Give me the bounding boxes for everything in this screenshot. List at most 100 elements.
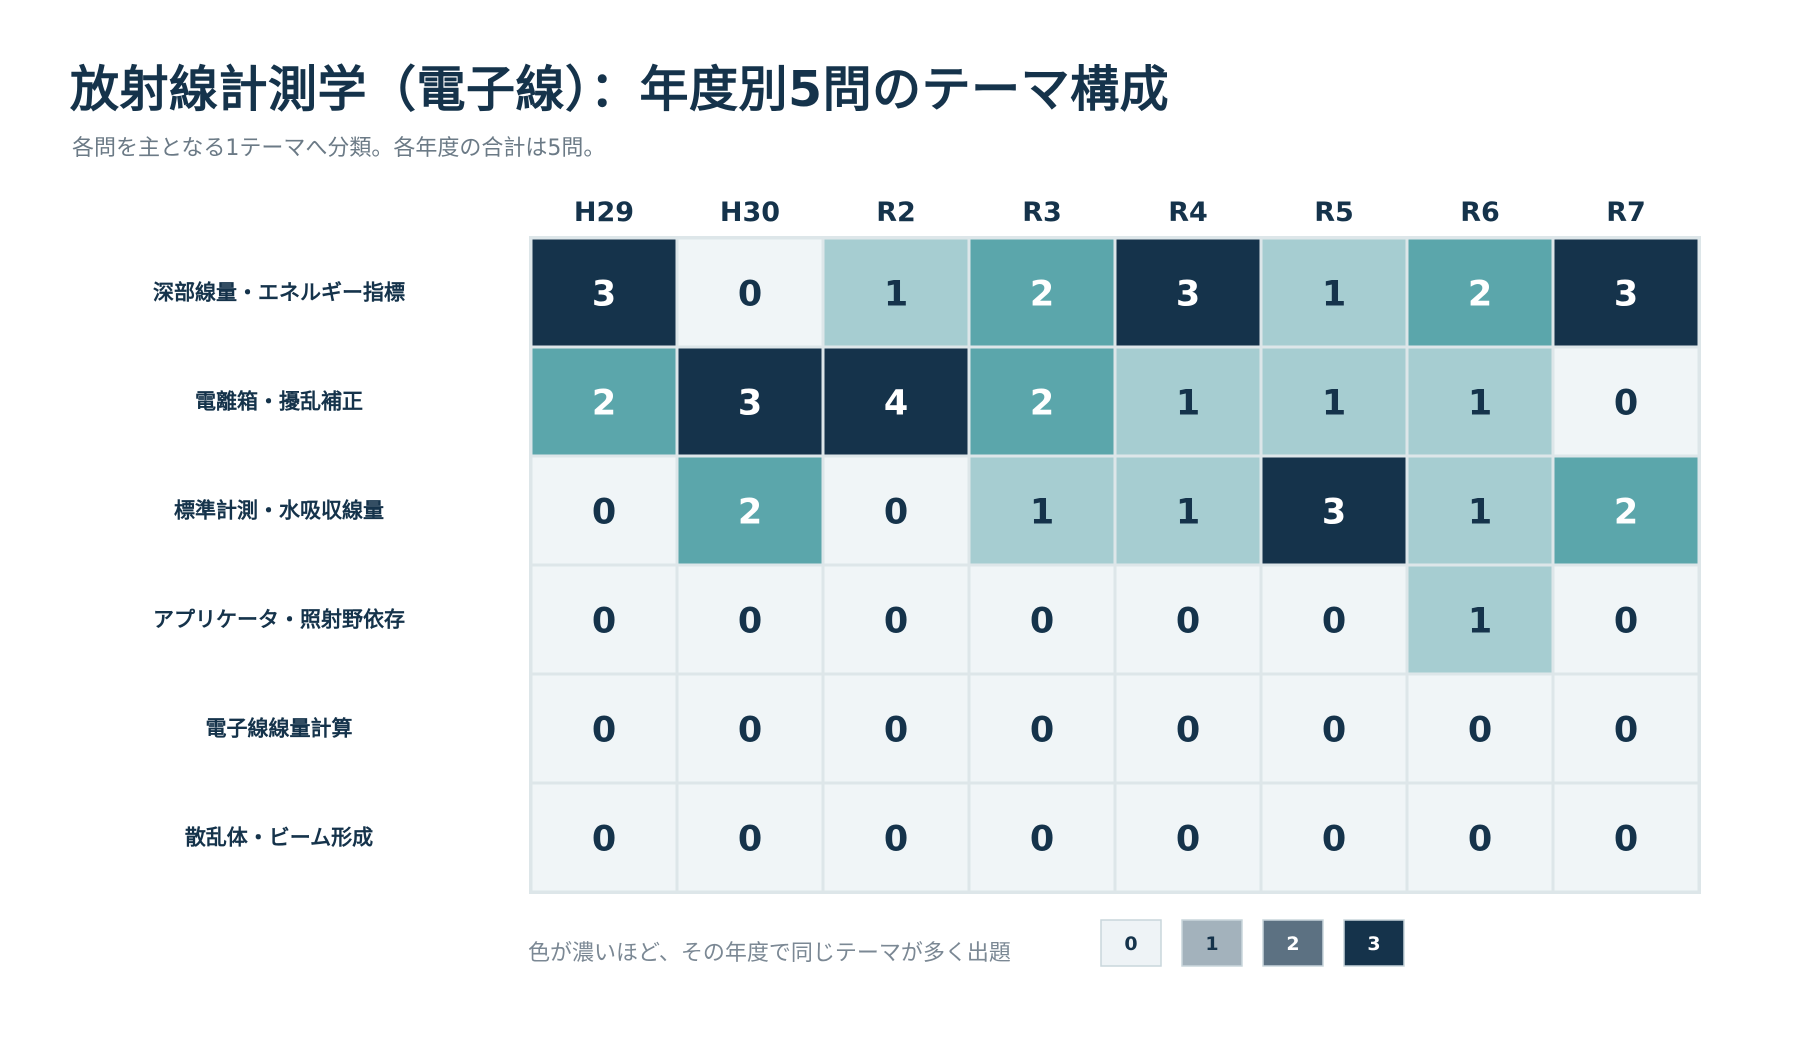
cell-value-label: 1 xyxy=(1322,384,1346,424)
heatmap-cell xyxy=(1262,566,1406,673)
heatmap-cell xyxy=(1262,784,1406,891)
column-header: R3 xyxy=(1022,197,1062,228)
heatmap-cell xyxy=(1554,348,1698,455)
column-header: H30 xyxy=(720,197,780,228)
heatmap-cell xyxy=(1554,239,1698,346)
cell-value-label: 1 xyxy=(1322,275,1346,315)
cell-value-label: 1 xyxy=(884,275,908,315)
column-header: R7 xyxy=(1606,197,1646,228)
legend-swatch xyxy=(1343,919,1405,967)
heatmap-cell xyxy=(678,457,822,564)
heatmap-cell xyxy=(1554,784,1698,891)
column-header: R5 xyxy=(1314,197,1354,228)
cell-value-label: 0 xyxy=(592,493,616,533)
heatmap-cell xyxy=(1116,348,1260,455)
column-header: H29 xyxy=(574,197,634,228)
cell-value-label: 2 xyxy=(1030,275,1054,315)
heatmap-cell xyxy=(1408,675,1552,782)
heatmap-cell xyxy=(678,784,822,891)
cell-value-label: 0 xyxy=(1614,820,1638,860)
row-label: 標準計測・水吸収線量 xyxy=(174,499,384,523)
heatmap-cell xyxy=(532,566,676,673)
heatmap-cell xyxy=(1408,348,1552,455)
heatmap-cell xyxy=(532,675,676,782)
cell-value-label: 0 xyxy=(884,820,908,860)
heatmap-cell xyxy=(532,239,676,346)
heatmap-cell xyxy=(532,784,676,891)
heatmap-cell xyxy=(1408,239,1552,346)
heatmap-cell xyxy=(970,348,1114,455)
cell-value-label: 2 xyxy=(1030,384,1054,424)
heatmap-cell xyxy=(678,675,822,782)
legend-description: 色が濃いほど、その年度で同じテーマが多く出題 xyxy=(528,941,1011,966)
heatmap-cell xyxy=(1554,457,1698,564)
cell-value-label: 1 xyxy=(1468,384,1492,424)
cell-value-label: 0 xyxy=(738,711,762,751)
heatmap-cell xyxy=(824,239,968,346)
cell-value-label: 2 xyxy=(1468,275,1492,315)
legend-swatch-label: 0 xyxy=(1124,933,1137,955)
legend-swatch xyxy=(1100,919,1162,967)
cell-value-label: 0 xyxy=(738,275,762,315)
cell-value-label: 0 xyxy=(1322,602,1346,642)
cell-value-label: 0 xyxy=(1614,711,1638,751)
cell-value-label: 1 xyxy=(1176,493,1200,533)
heatmap-cell xyxy=(1116,675,1260,782)
grid-background xyxy=(529,236,1701,894)
cell-value-label: 3 xyxy=(1176,275,1200,315)
cell-value-label: 0 xyxy=(1322,711,1346,751)
heatmap-cell xyxy=(970,675,1114,782)
cell-value-label: 2 xyxy=(592,384,616,424)
row-label: 電離箱・擾乱補正 xyxy=(195,390,363,414)
heatmap-cell xyxy=(532,348,676,455)
heatmap-cell xyxy=(1262,675,1406,782)
cell-value-label: 0 xyxy=(884,602,908,642)
cell-value-label: 0 xyxy=(1030,602,1054,642)
cell-value-label: 0 xyxy=(1614,602,1638,642)
cell-value-label: 0 xyxy=(738,820,762,860)
heatmap-cell xyxy=(824,675,968,782)
column-header: R6 xyxy=(1460,197,1500,228)
heatmap-cell xyxy=(678,566,822,673)
legend-swatch-label: 1 xyxy=(1205,933,1218,955)
heatmap-cell xyxy=(678,348,822,455)
cell-value-label: 0 xyxy=(1468,820,1492,860)
cell-value-label: 4 xyxy=(884,384,908,424)
cell-value-label: 0 xyxy=(1614,384,1638,424)
cell-value-label: 0 xyxy=(1176,711,1200,751)
row-label: 散乱体・ビーム形成 xyxy=(185,826,373,850)
cell-value-label: 0 xyxy=(1176,602,1200,642)
cell-value-label: 0 xyxy=(738,602,762,642)
cell-value-label: 0 xyxy=(1468,711,1492,751)
cell-value-label: 3 xyxy=(592,275,616,315)
cell-value-label: 1 xyxy=(1030,493,1054,533)
column-header: R4 xyxy=(1168,197,1208,228)
heatmap-cell xyxy=(1116,457,1260,564)
row-label: アプリケータ・照射野依存 xyxy=(153,608,405,632)
heatmap-cell xyxy=(532,457,676,564)
cell-value-label: 0 xyxy=(884,493,908,533)
heatmap-cell xyxy=(1408,784,1552,891)
heatmap-cell xyxy=(970,566,1114,673)
legend-swatch-label: 2 xyxy=(1286,933,1299,955)
cell-value-label: 0 xyxy=(1030,820,1054,860)
heatmap-cell xyxy=(1408,457,1552,564)
heatmap-cell xyxy=(1116,239,1260,346)
heatmap-cell xyxy=(970,239,1114,346)
cell-value-label: 1 xyxy=(1468,602,1492,642)
cell-value-label: 1 xyxy=(1176,384,1200,424)
cell-value-label: 2 xyxy=(1614,493,1638,533)
legend-swatch xyxy=(1181,919,1243,967)
cell-value-label: 3 xyxy=(738,384,762,424)
heatmap-cell xyxy=(1262,239,1406,346)
heatmap-cell xyxy=(1116,566,1260,673)
heatmap-cell xyxy=(1408,566,1552,673)
cell-value-label: 0 xyxy=(592,820,616,860)
heatmap-cell xyxy=(1262,457,1406,564)
cell-value-label: 3 xyxy=(1322,493,1346,533)
heatmap-cell xyxy=(678,239,822,346)
cell-value-label: 0 xyxy=(1176,820,1200,860)
chart-subtitle: 各問を主となる1テーマへ分類。各年度の合計は5問。 xyxy=(72,136,606,161)
heatmap-cell xyxy=(824,348,968,455)
